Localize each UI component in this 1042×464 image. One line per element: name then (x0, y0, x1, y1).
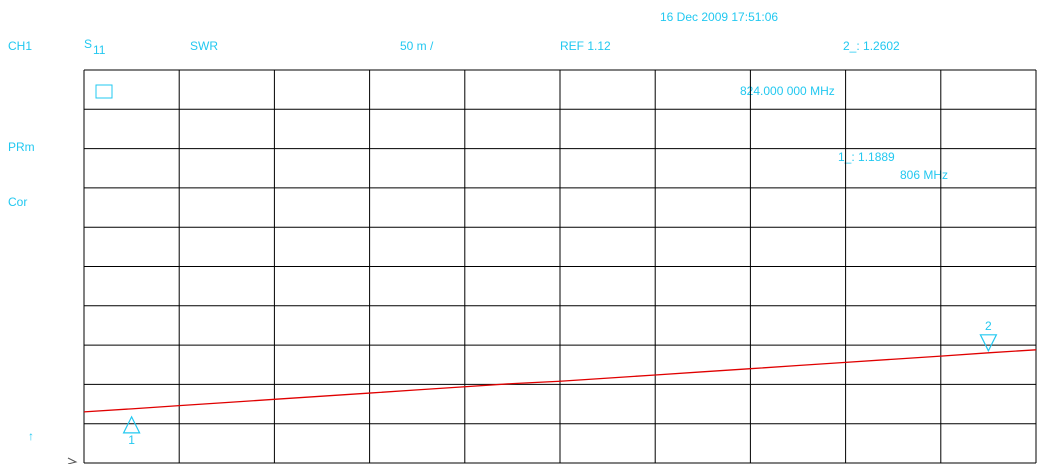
marker-freq: 806 MHz (900, 168, 948, 182)
side-label: Cor (8, 195, 27, 209)
param-sub: 11 (93, 43, 106, 57)
marker-label: 2 (985, 319, 992, 333)
marker (122, 415, 141, 434)
marker-label: 1 (128, 433, 135, 447)
marker (979, 334, 998, 353)
scale: 50 m / (400, 39, 434, 53)
trace (83, 349, 1037, 413)
corner-mark (67, 457, 78, 464)
icon (95, 84, 113, 99)
active-marker-readout: 2_: 1.2602 (843, 39, 900, 53)
marker-readout: 1_: 1.1889 (838, 150, 895, 164)
date: 16 Dec 2009 17:51:06 (660, 10, 778, 24)
active-marker-freq: 824.000 000 MHz (740, 84, 835, 98)
format: SWR (190, 39, 218, 53)
channel: CH1 (8, 39, 32, 53)
param: S (84, 37, 92, 51)
side-label: ↑ (28, 429, 34, 443)
side-label: PRm (8, 140, 35, 154)
ref: REF 1.12 (560, 39, 611, 53)
